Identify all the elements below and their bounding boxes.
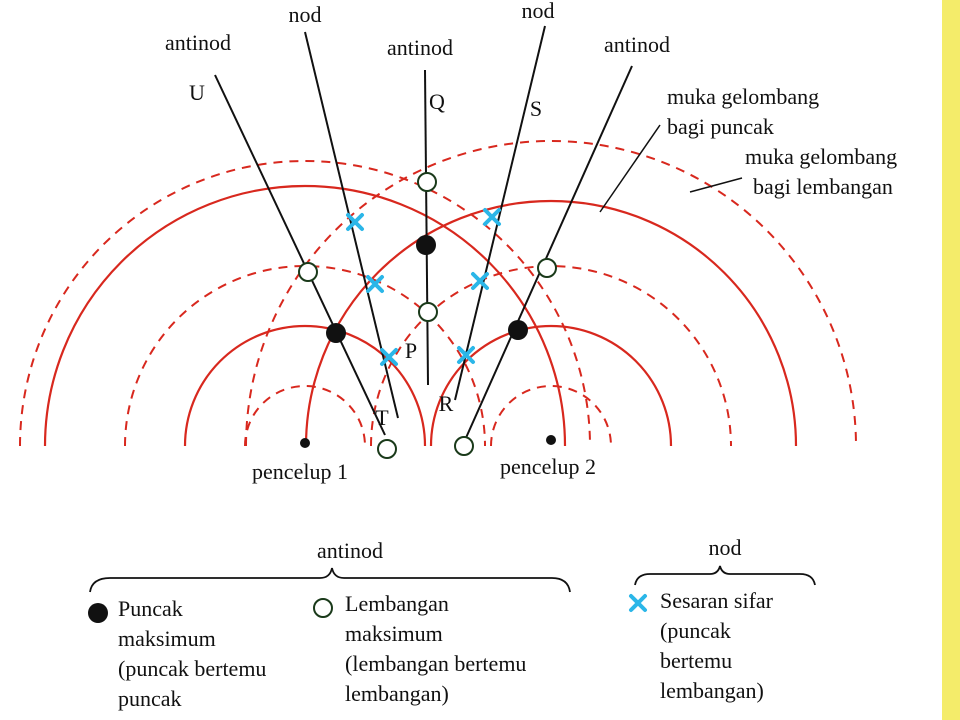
dipper xyxy=(546,435,556,445)
trough-front xyxy=(124,265,486,447)
leader-line xyxy=(599,124,661,213)
line-label: nod xyxy=(289,2,322,27)
brace xyxy=(634,565,816,586)
wavefronts-1 xyxy=(19,160,591,447)
point-label: Q xyxy=(429,89,445,114)
legend-text: bertemu xyxy=(660,648,732,673)
crest-front xyxy=(429,324,673,447)
trough-max xyxy=(417,172,437,192)
legend-zero xyxy=(629,594,647,612)
trough-front xyxy=(244,385,366,447)
legend-text: maksimum xyxy=(345,621,443,646)
legend-text: puncak xyxy=(118,686,182,711)
line-label: antinod xyxy=(165,30,231,55)
legend-text: Sesaran sifar xyxy=(660,588,774,613)
antinode-line xyxy=(424,69,429,386)
point-label: S xyxy=(530,96,542,121)
antinode-line xyxy=(214,74,386,436)
legend-text: lembangan) xyxy=(660,678,764,703)
trough-front xyxy=(370,265,732,447)
wavefront-label: bagi lembangan xyxy=(753,174,893,199)
legend-text: (puncak xyxy=(660,618,731,643)
zero-cross xyxy=(380,348,398,366)
wavefront-label: bagi puncak xyxy=(667,114,774,139)
trough-front xyxy=(19,160,591,447)
trough-max xyxy=(454,436,474,456)
antinode-line xyxy=(464,65,633,441)
zero-cross xyxy=(366,275,384,293)
line-label: nod xyxy=(522,0,555,23)
trough-max xyxy=(418,302,438,322)
line-label: antinod xyxy=(387,35,453,60)
legend-group: antinod xyxy=(317,538,383,563)
zero-cross xyxy=(471,272,489,290)
crest-max xyxy=(326,323,346,343)
crest-front xyxy=(183,324,427,447)
legend-text: lembangan) xyxy=(345,681,449,706)
node-line xyxy=(454,25,546,401)
zero-cross xyxy=(457,346,475,364)
point-label: T xyxy=(375,405,389,430)
dipper-label: pencelup 2 xyxy=(500,454,596,479)
trough-max xyxy=(298,262,318,282)
crest-max xyxy=(416,235,436,255)
point-label: U xyxy=(189,80,205,105)
point-label: R xyxy=(439,391,454,416)
wavefront-label: muka gelombang xyxy=(667,84,819,109)
point-label: P xyxy=(405,338,417,363)
legend-crest xyxy=(88,603,108,623)
trough-front xyxy=(245,140,857,447)
crest-max xyxy=(508,320,528,340)
zero-cross xyxy=(346,213,364,231)
wavefront-label: muka gelombang xyxy=(745,144,897,169)
legend-text: maksimum xyxy=(118,626,216,651)
dipper xyxy=(300,438,310,448)
crest-front xyxy=(43,184,567,447)
trough-max xyxy=(537,258,557,278)
legend: antinod nod Puncak maksimum (puncak bert… xyxy=(88,535,816,711)
trough-max xyxy=(377,439,397,459)
legend-text: (puncak bertemu xyxy=(118,656,266,681)
zero-points xyxy=(346,208,501,366)
brace xyxy=(89,567,571,593)
legend-text: Puncak xyxy=(118,596,183,621)
line-label: antinod xyxy=(604,32,670,57)
page-edge xyxy=(942,0,960,720)
leader-line xyxy=(689,177,743,193)
dipper-label: pencelup 1 xyxy=(252,459,348,484)
trough-front xyxy=(490,385,612,447)
legend-text: (lembangan bertemu xyxy=(345,651,526,676)
legend-trough xyxy=(313,598,333,618)
zero-cross xyxy=(483,208,501,226)
legend-group: nod xyxy=(709,535,742,560)
legend-text: Lembangan xyxy=(345,591,449,616)
